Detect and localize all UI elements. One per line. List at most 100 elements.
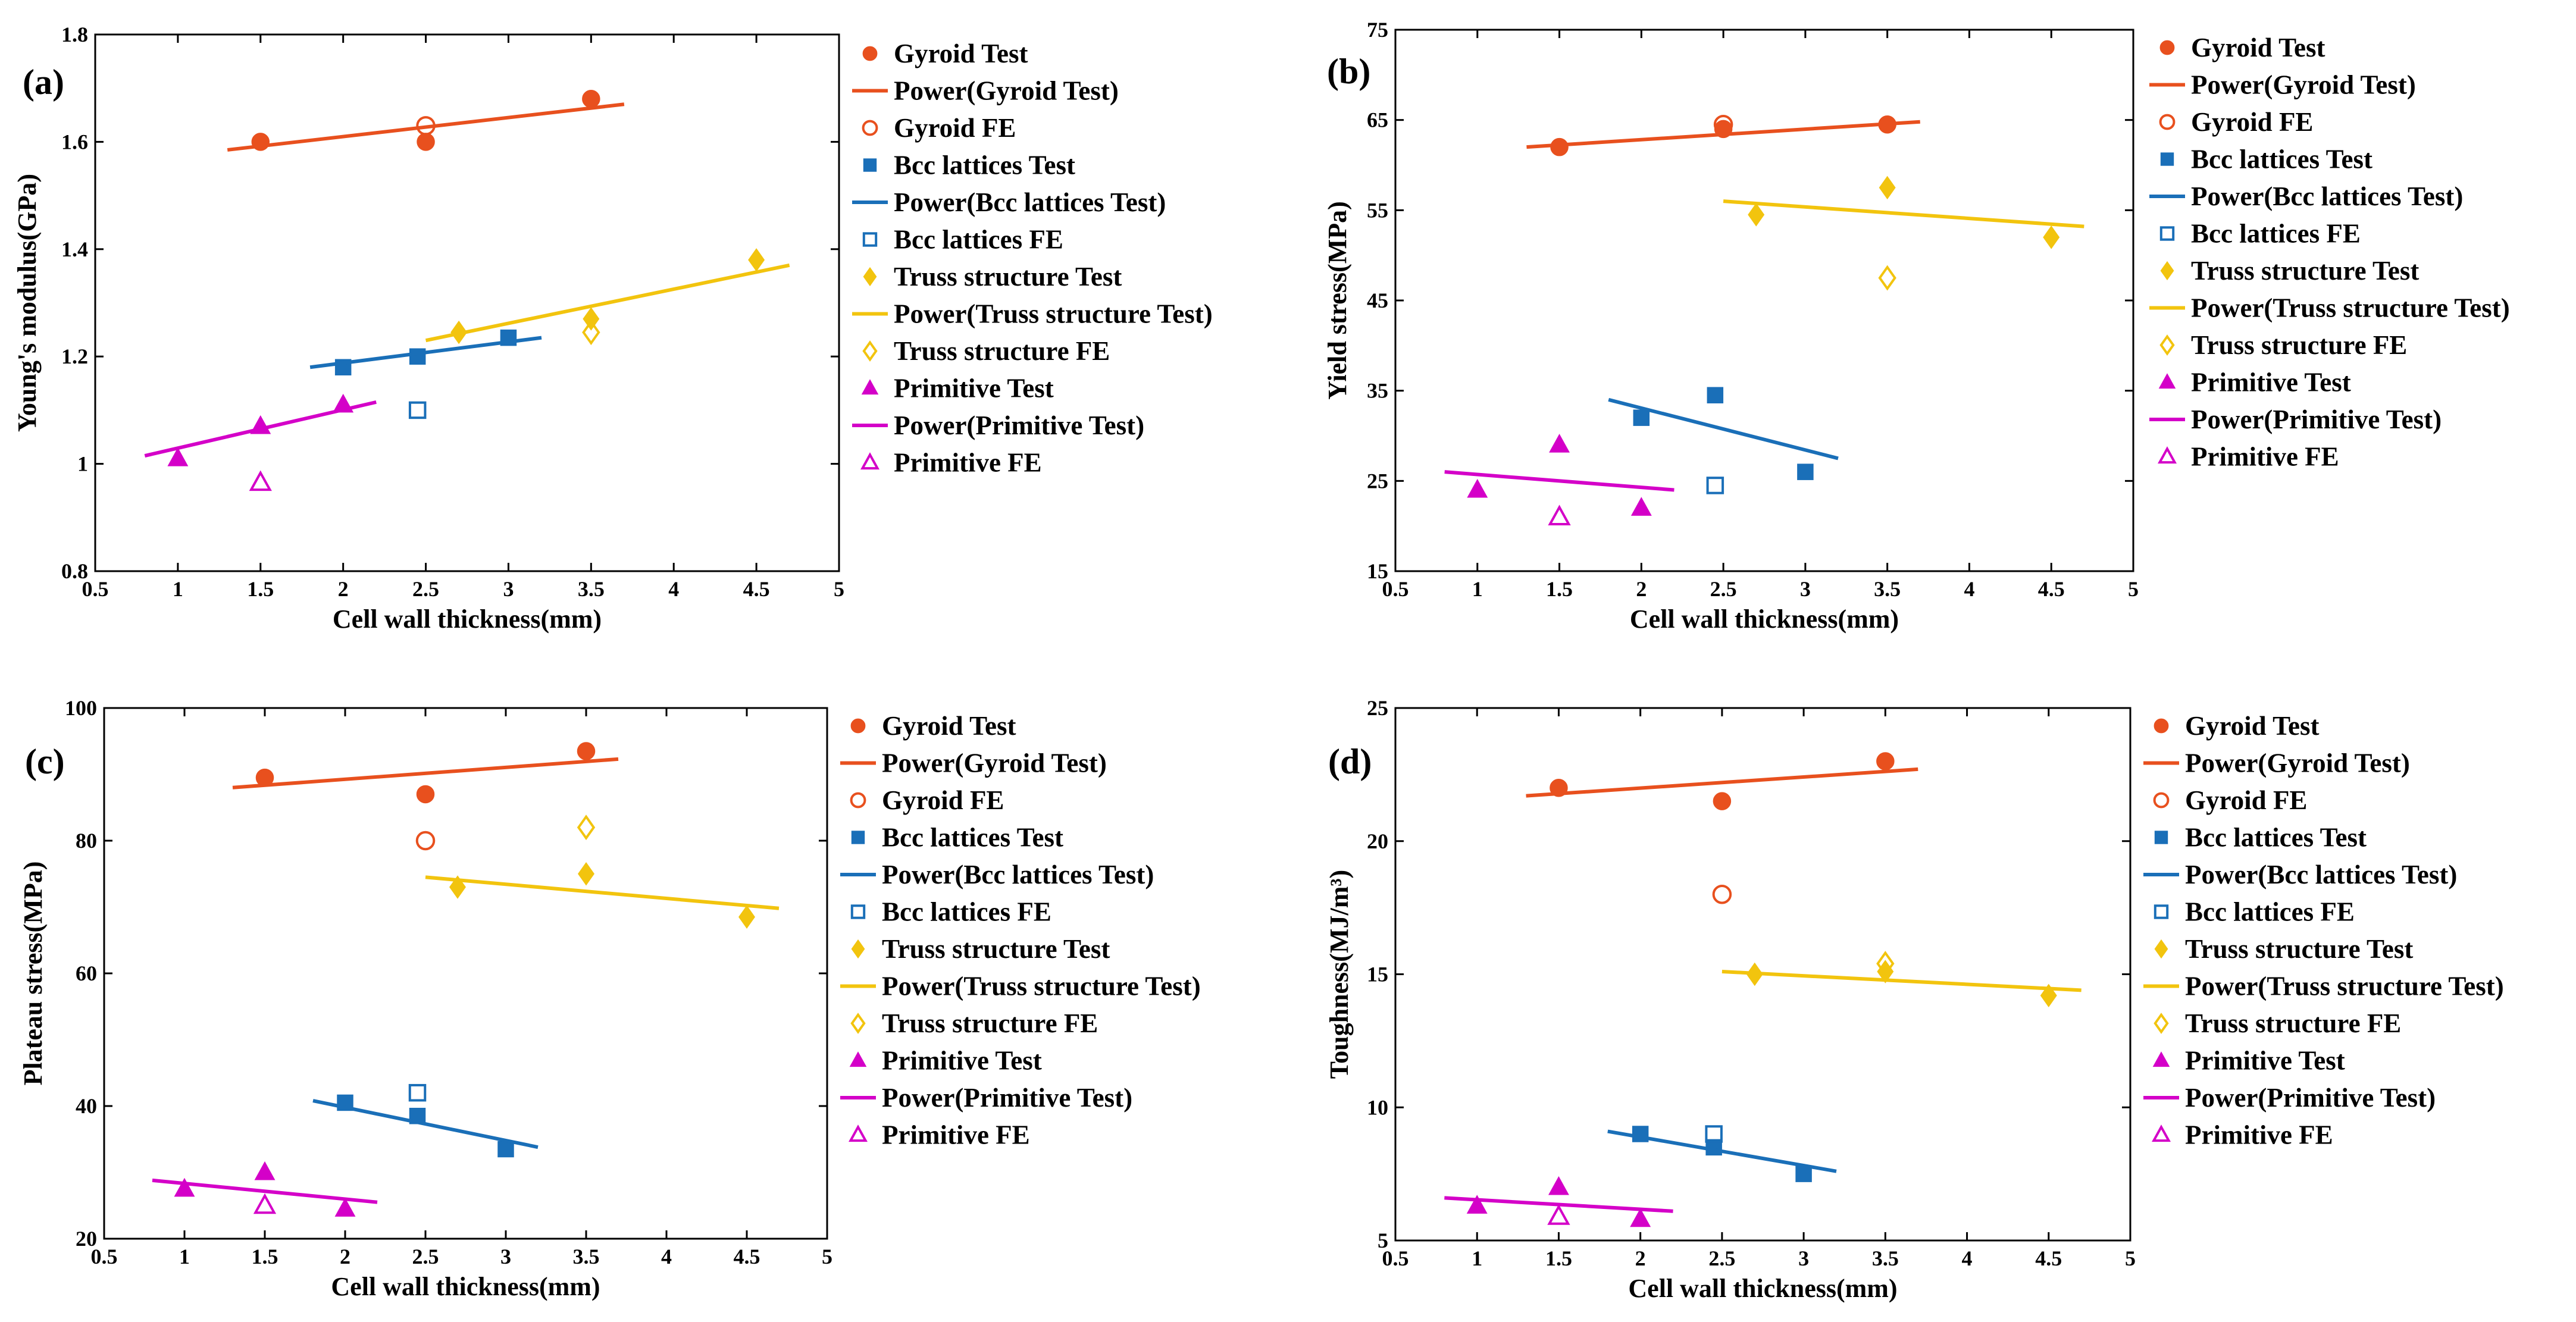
trend-line-power-truss-structure-test [425,263,790,343]
x-tick-label: 4.5 [2038,577,2065,601]
legend-label: Truss structure Test [882,934,1110,964]
panel-c: 0.5 1 1.5 2 2.5 3 3.5 4 4.5 5 20 40 60 80 100 Cell wall… [18,696,1201,1301]
legend-item-truss-structure-test: Truss structure Test [2160,256,2419,286]
legend-item-primitive-fe: Primitive FE [2152,1120,2333,1150]
y-tick-label: 20 [76,1227,97,1251]
legend-item-bcc-lattices-fe: Bcc lattices FE [2154,897,2355,927]
data-point-gyroid-fe [1712,885,1732,904]
legend-marker-swatch [2154,718,2169,734]
legend-label: Power(Truss structure Test) [894,299,1213,329]
legend-label: Truss structure Test [2191,256,2419,286]
legend-label: Primitive FE [2191,442,2339,472]
series-power-bcc-lattices-test [1607,1129,1837,1173]
y-tick-label: 1.2 [61,344,88,368]
data-point-primitive-test [1630,497,1652,516]
legend-marker-swatch [2158,446,2177,464]
legend-item-truss-structure-test: Truss structure Test [851,934,1110,964]
legend-label: Power(Gyroid Test) [882,748,1107,778]
data-point-bcc-lattices-fe [408,1083,427,1102]
legend-label: Bcc lattices FE [882,897,1051,927]
data-point-gyroid-fe [416,116,436,136]
data-point-truss-structure-test [738,905,755,929]
x-tick-label: 2 [340,1245,350,1268]
series-power-bcc-lattices-test [312,1099,539,1149]
series-power-gyroid-test [232,757,619,790]
legend-marker-swatch [2153,792,2170,809]
data-point-truss-structure-test [578,862,594,886]
legend-item-power-primitive-test: Power(Primitive Test) [2143,1083,2436,1113]
legend-marker-swatch [862,340,878,362]
legend-marker-swatch [850,792,866,809]
legend-item-bcc-lattices-test: Bcc lattices Test [2160,145,2372,174]
legend-item-power-primitive-test: Power(Primitive Test) [840,1083,1132,1113]
x-tick-label: 4.5 [734,1245,760,1268]
y-tick-label: 80 [76,829,97,853]
series-bcc-lattices-fe [408,401,427,419]
x-tick-label: 1.5 [252,1245,278,1268]
y-tick-label: 1.4 [61,237,88,261]
legend-marker-swatch [2152,1051,2170,1067]
x-tick-label: 2.5 [1710,577,1737,601]
y-tick-label: 55 [1367,198,1388,222]
data-point-gyroid-test [416,785,435,804]
legend-label: Bcc lattices FE [2191,219,2361,249]
legend-item-truss-structure-test: Truss structure Test [863,262,1122,292]
legend-marker-swatch [2154,1013,2169,1034]
trend-line-power-primitive-test [152,1178,378,1204]
series-power-primitive-test [1444,470,1674,492]
legend-label: Gyroid Test [882,711,1016,741]
legend-label: Power(Primitive Test) [2191,405,2442,434]
data-point-truss-structure-test [1748,203,1765,227]
trend-line-power-bcc-lattices-test [1607,1129,1837,1173]
legend-label: Gyroid Test [2185,711,2319,741]
legend-label: Primitive Test [2191,368,2351,397]
legend-marker-swatch [861,379,879,395]
legend-item-power-primitive-test: Power(Primitive Test) [852,411,1144,440]
x-tick-label: 0.5 [1382,1246,1409,1270]
x-tick-label: 3 [503,577,514,601]
trend-line-power-gyroid-test [1526,120,1920,149]
x-tick-label: 1.5 [1546,577,1573,601]
data-point-gyroid-test [417,133,435,151]
legend-marker-swatch [850,718,866,734]
legend: Gyroid Test Power(Gyroid Test) Gyroid FE Bc… [2149,33,2510,472]
legend-item-bcc-lattices-fe: Bcc lattices FE [850,897,1051,927]
data-point-primitive-test [254,1161,276,1180]
data-point-primitive-test [1630,1208,1651,1227]
legend-marker-swatch [850,904,866,919]
legend-marker-swatch [2160,152,2174,166]
legend-marker-swatch [849,1051,867,1067]
legend-item-power-bcc-lattices-test: Power(Bcc lattices Test) [840,860,1154,889]
legend-item-gyroid-test: Gyroid Test [2159,33,2325,62]
series-truss-structure-test [1748,176,2060,249]
x-tick-label: 2.5 [1708,1246,1735,1270]
legend-item-gyroid-fe: Gyroid FE [862,113,1016,143]
x-tick-label: 0.5 [82,577,109,601]
data-point-bcc-lattices-test [1707,387,1724,403]
legend-item-primitive-fe: Primitive FE [2158,442,2339,472]
legend-marker-swatch [2159,114,2176,130]
legend-label: Truss structure FE [2185,1008,2401,1038]
y-tick-label: 75 [1367,18,1388,42]
series-gyroid-test [1550,752,1895,810]
legend-marker-swatch [851,939,865,959]
series-power-truss-structure-test [1723,199,2084,228]
legend-item-primitive-fe: Primitive FE [860,448,1042,478]
data-point-primitive-fe [253,1193,277,1214]
x-tick-label: 0.5 [1382,577,1409,601]
trend-line-power-primitive-test [1444,470,1674,492]
x-axis-label: Cell wall thickness(mm) [1628,1274,1897,1303]
data-point-gyroid-test [1713,792,1732,810]
y-tick-label: 1.6 [61,130,88,153]
x-tick-label: 1 [179,1245,190,1268]
legend-item-power-truss-structure-test: Power(Truss structure Test) [852,299,1213,329]
data-point-truss-structure-fe [1876,951,1895,977]
legend-item-primitive-fe: Primitive FE [849,1120,1030,1150]
legend-label: Truss structure FE [894,336,1110,366]
legend-item-primitive-test: Primitive Test [2152,1046,2345,1076]
trend-line-power-primitive-test [144,400,377,458]
legend-marker-swatch [2154,831,2168,844]
legend-marker-swatch [850,1013,866,1034]
trend-line-power-gyroid-test [227,102,625,152]
